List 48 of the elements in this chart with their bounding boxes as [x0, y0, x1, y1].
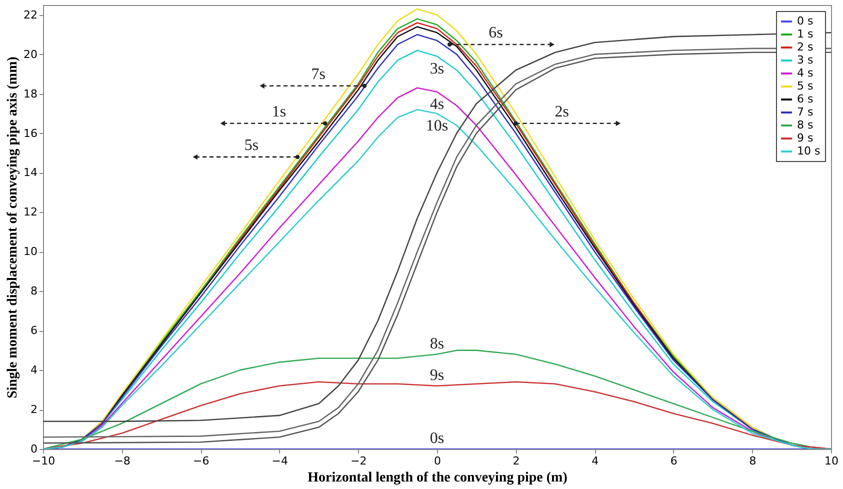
x-tick-label: 8 [749, 454, 756, 468]
annotation: 0s [430, 430, 444, 447]
legend-label: 10 s [797, 144, 820, 158]
y-tick-label: 2 [30, 403, 38, 416]
x-tick-label: 0 [434, 454, 441, 468]
x-tick-label: −6 [192, 454, 210, 468]
legend-label: 2 s [797, 40, 814, 54]
legend-label: 4 s [797, 66, 814, 80]
x-tick-label: −4 [272, 454, 288, 468]
annotation: 8s [430, 335, 444, 352]
x-tick-label: −2 [350, 454, 367, 468]
legend-label: 8 s [797, 118, 814, 132]
legend-label: 3 s [797, 54, 814, 66]
y-tick-label: 18 [24, 87, 38, 100]
legend-label: 0 s [797, 14, 814, 28]
x-tick-label: 4 [592, 454, 599, 468]
y-tick-label: 12 [24, 206, 38, 219]
annotation: 10s [426, 118, 448, 135]
annotation: 1s [272, 103, 286, 120]
y-tick-label: 14 [24, 166, 38, 180]
x-tick-label: −8 [114, 454, 130, 468]
y-tick-label: 20 [24, 48, 38, 61]
annotation: 5s [244, 136, 259, 154]
annotation: 6s [488, 24, 503, 42]
annotation: 2s [554, 103, 570, 120]
x-tick-label: 10 [824, 454, 838, 468]
legend-label: 9 s [797, 132, 814, 144]
y-tick-label: 22 [24, 8, 38, 22]
y-tick-label: 6 [30, 324, 38, 338]
annotation: 4s [430, 96, 444, 113]
legend-label: 7 s [797, 106, 814, 118]
legend-label: 5 s [797, 80, 814, 92]
y-tick-label: 10 [24, 245, 38, 258]
x-tick-label: 6 [670, 454, 678, 468]
legend-label: 1 s [797, 28, 814, 40]
y-tick-label: 8 [30, 284, 38, 298]
legend-label: 6 s [797, 92, 814, 106]
line-series [43, 381, 831, 449]
annotation: 3s [430, 60, 444, 78]
y-axis-title: Single moment displacement of conveying pipe axis (mm) [6, 56, 21, 398]
annotation: 7s [311, 66, 326, 83]
y-tick-label: 0 [30, 442, 38, 456]
x-axis-title: Horizontal length of the conveying pipe (m) [308, 470, 568, 486]
annotation: 9s [430, 366, 444, 384]
y-tick-label: 16 [24, 126, 38, 140]
x-tick-label: 2 [512, 454, 520, 468]
y-tick-label: 4 [30, 364, 38, 377]
x-tick-label: −10 [32, 454, 56, 468]
